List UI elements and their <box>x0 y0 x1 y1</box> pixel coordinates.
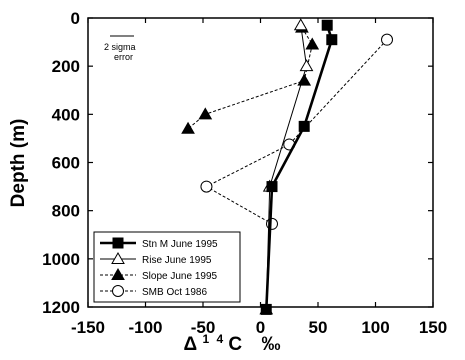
x-axis-title: Δ 1 4 C ‰ <box>184 327 281 355</box>
x-axis-title-letter: C <box>228 334 242 355</box>
data-point <box>381 33 393 46</box>
data-point <box>181 121 195 134</box>
legend-label: Rise June 1995 <box>142 255 212 266</box>
series <box>181 18 393 315</box>
x-tick-label: -150 <box>71 318 105 337</box>
series-line <box>205 39 388 225</box>
legend-label: Slope June 1995 <box>142 271 218 282</box>
series-line <box>265 24 334 310</box>
series-2 <box>181 20 320 134</box>
y-tick-label: 0 <box>71 9 80 28</box>
data-point <box>326 34 338 46</box>
error-label-line2: error <box>114 52 133 62</box>
x-tick-label: -50 <box>191 318 216 337</box>
series-0 <box>260 19 338 315</box>
legend-label: Stn M June 1995 <box>142 239 218 250</box>
ticks: -150 -100 -50 0 50 100 150 0 200 400 600 800 1000 120… <box>42 9 447 337</box>
x-tick-label: 150 <box>419 318 447 337</box>
y-tick-label: 200 <box>52 57 80 76</box>
data-point <box>198 107 213 120</box>
legend: Stn M June 1995 Rise June 1995 Slope June … <box>93 231 241 303</box>
x-axis-title-delta: Δ <box>184 334 198 355</box>
x-tick-label: -100 <box>128 318 162 337</box>
y-tick-label: 800 <box>52 202 80 221</box>
series-line <box>265 25 308 310</box>
x-axis-title-unit: ‰ <box>261 334 280 355</box>
data-point <box>293 18 308 31</box>
legend-marker <box>111 267 125 280</box>
data-point <box>298 120 310 132</box>
data-point <box>305 37 320 50</box>
x-tick-label: 50 <box>309 318 328 337</box>
series-3 <box>200 33 393 230</box>
legend-label: SMB Oct 1986 <box>142 287 207 298</box>
x-axis-title-sup2: 4 <box>216 332 223 346</box>
y-tick-label: 1200 <box>42 298 80 317</box>
x-axis-title-sup1: 1 <box>202 332 209 346</box>
legend-marker <box>111 251 125 264</box>
data-point <box>297 73 312 86</box>
error-label-line1: 2 sigma <box>104 42 136 52</box>
y-tick-label: 400 <box>52 105 80 124</box>
data-point <box>321 19 333 31</box>
x-tick-label: 0 <box>256 318 265 337</box>
data-point <box>200 180 213 193</box>
error-annotation: 2 sigma error <box>104 35 136 62</box>
data-point <box>266 181 278 193</box>
y-tick-label: 1000 <box>42 250 80 269</box>
data-point <box>260 303 272 315</box>
y-axis-title: Depth (m) <box>8 119 29 208</box>
y-tick-label: 600 <box>52 154 80 173</box>
legend-marker <box>112 285 124 297</box>
data-point <box>299 59 314 72</box>
legend-marker <box>112 237 124 249</box>
x-tick-label: 100 <box>361 318 389 337</box>
